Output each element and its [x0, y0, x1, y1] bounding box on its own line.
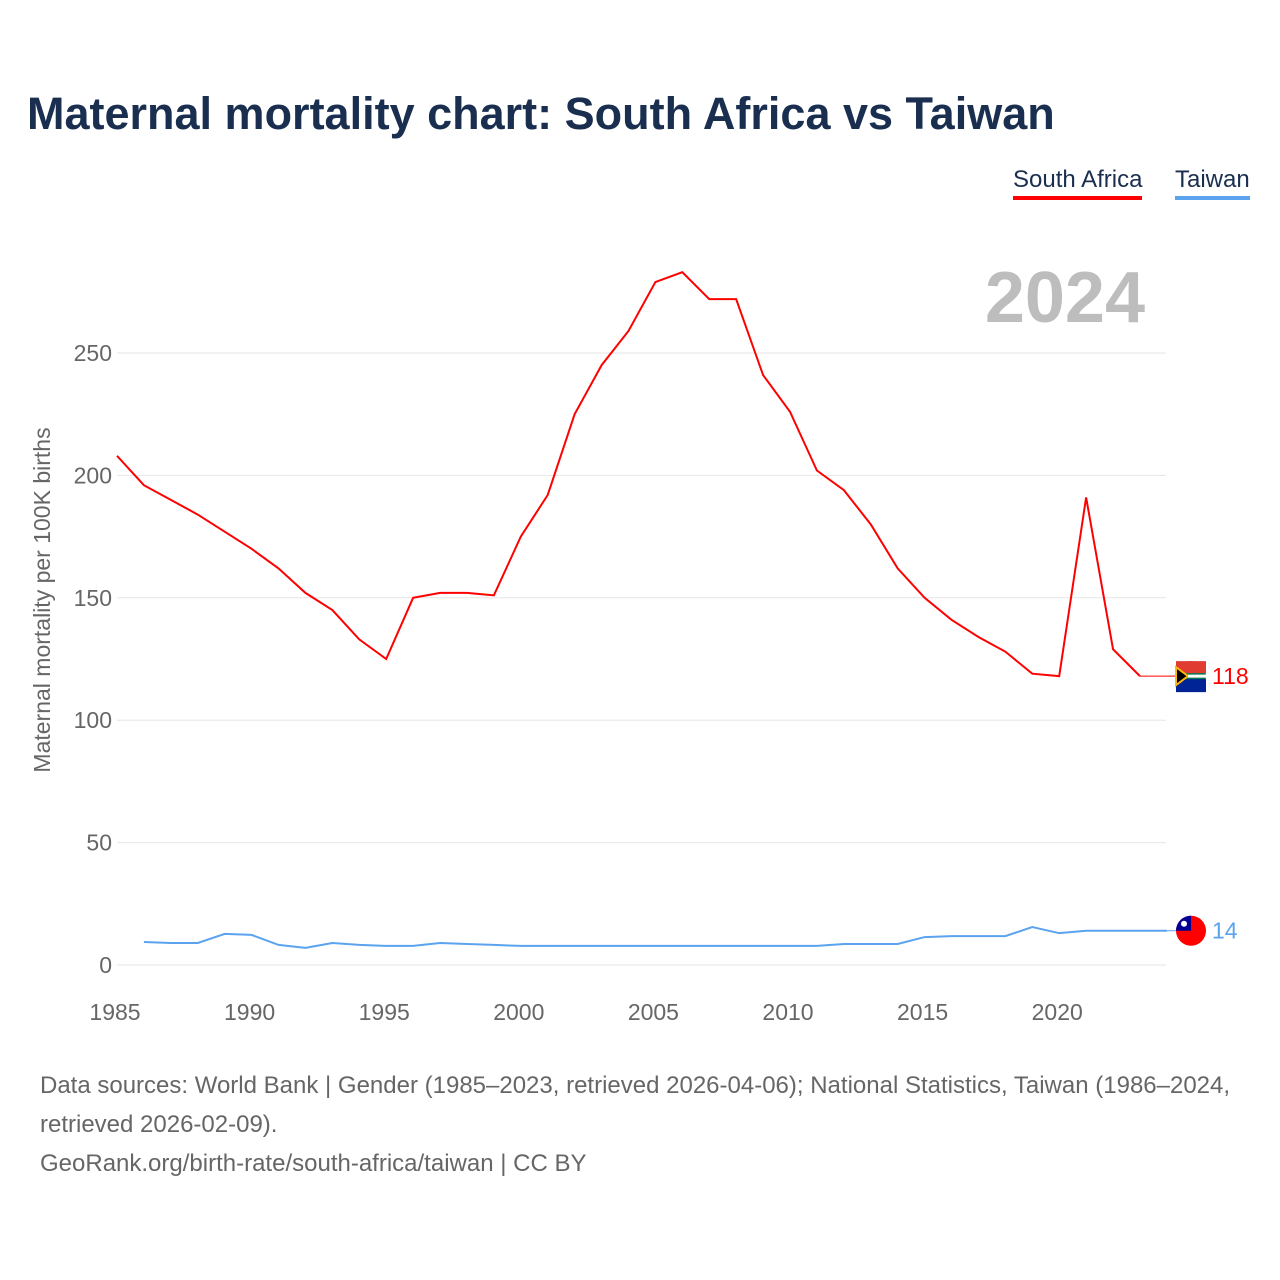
- x-tick-label: 2010: [762, 999, 813, 1025]
- credit-link[interactable]: GeoRank.org/birth-rate/south-africa/taiw…: [40, 1150, 587, 1177]
- end-value-label: 14: [1212, 918, 1238, 944]
- series-line-south-africa: [116, 271, 1141, 678]
- y-tick-label: 150: [74, 585, 112, 611]
- south-africa-flag-icon: [1175, 661, 1206, 693]
- legend-taiwan[interactable]: Taiwan: [1175, 166, 1250, 200]
- line-chart: 0 50 100 150 200 250 1985 1990 1995 2000 2005 2010 2…: [29, 258, 1249, 1025]
- y-axis-label: Maternal mortality per 100K births: [29, 427, 55, 772]
- x-tick-label: 2015: [897, 999, 948, 1025]
- legend-south-africa[interactable]: South Africa: [1013, 166, 1143, 200]
- x-tick-label: 1995: [359, 999, 410, 1025]
- chart-title: Maternal mortality chart: South Africa v…: [27, 88, 1055, 139]
- end-value-label: 118: [1212, 663, 1249, 689]
- data-sources: Data sources: World Bank | Gender (1985–…: [40, 1072, 1231, 1138]
- y-tick-label: 0: [99, 952, 112, 978]
- x-tick-label: 1985: [89, 999, 140, 1025]
- x-tick-label: 2020: [1032, 999, 1083, 1025]
- y-tick-label: 200: [74, 462, 112, 488]
- y-tick-label: 250: [74, 340, 112, 366]
- y-tick-label: 100: [74, 707, 112, 733]
- series-line-taiwan: [143, 926, 1167, 949]
- x-tick-label: 2005: [628, 999, 679, 1025]
- taiwan-flag-icon: [1176, 915, 1206, 946]
- x-tick-label: 1990: [224, 999, 275, 1025]
- y-tick-label: 50: [86, 830, 112, 856]
- footer: Data sources: World Bank | Gender (1985–…: [40, 1066, 1240, 1183]
- x-tick-label: 2000: [493, 999, 544, 1025]
- year-watermark: 2024: [985, 258, 1145, 338]
